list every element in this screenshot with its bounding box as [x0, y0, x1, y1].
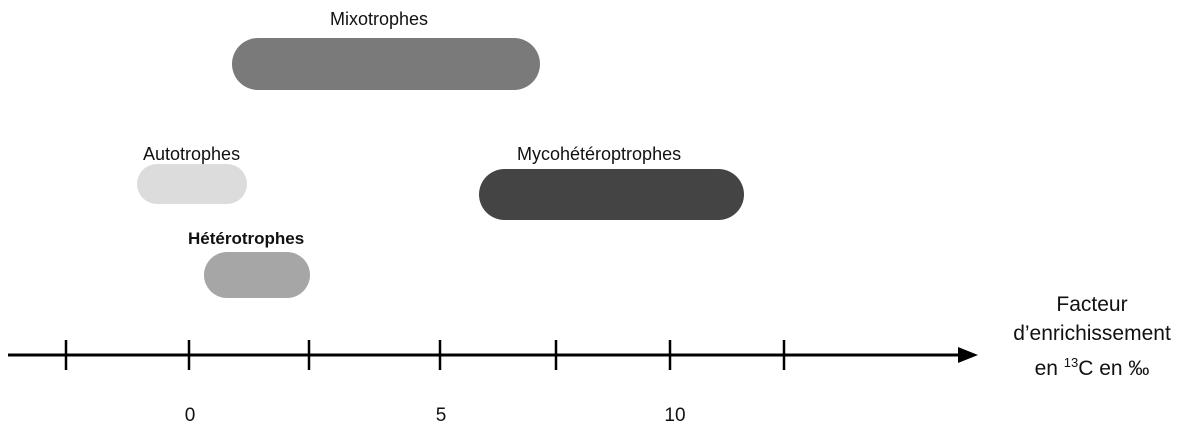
- tick-label: 5: [435, 405, 447, 426]
- axis-title-line3: en 13C en ‰: [992, 348, 1192, 383]
- heterotrophes-range-bar: [204, 252, 310, 298]
- mycoheterotrophes-label: Mycohétéroptrophes: [517, 144, 682, 164]
- mycoheterotrophes-range-bar: [479, 169, 744, 220]
- mixotrophes-label: Mixotrophes: [330, 9, 429, 29]
- autotrophes-range-bar: [137, 164, 247, 204]
- axis-title-suffix: C en ‰: [1078, 357, 1150, 380]
- axis-title-line1: Facteur: [1056, 293, 1128, 316]
- mixotrophes-range-bar: [232, 38, 540, 90]
- tick-label: 10: [664, 405, 686, 426]
- autotrophes-label: Autotrophes: [143, 144, 241, 164]
- axis-title-prefix: en: [1034, 357, 1064, 380]
- axis-title-line2: d’enrichissement: [1013, 322, 1171, 345]
- axis-title: Facteur d’enrichissement en 13C en ‰: [992, 290, 1192, 383]
- axis-title-superscript: 13: [1063, 355, 1079, 370]
- heterotrophes-label: Hétérotrophes: [188, 229, 305, 248]
- tick-label: 0: [184, 405, 196, 426]
- axis-arrowhead: [958, 347, 978, 363]
